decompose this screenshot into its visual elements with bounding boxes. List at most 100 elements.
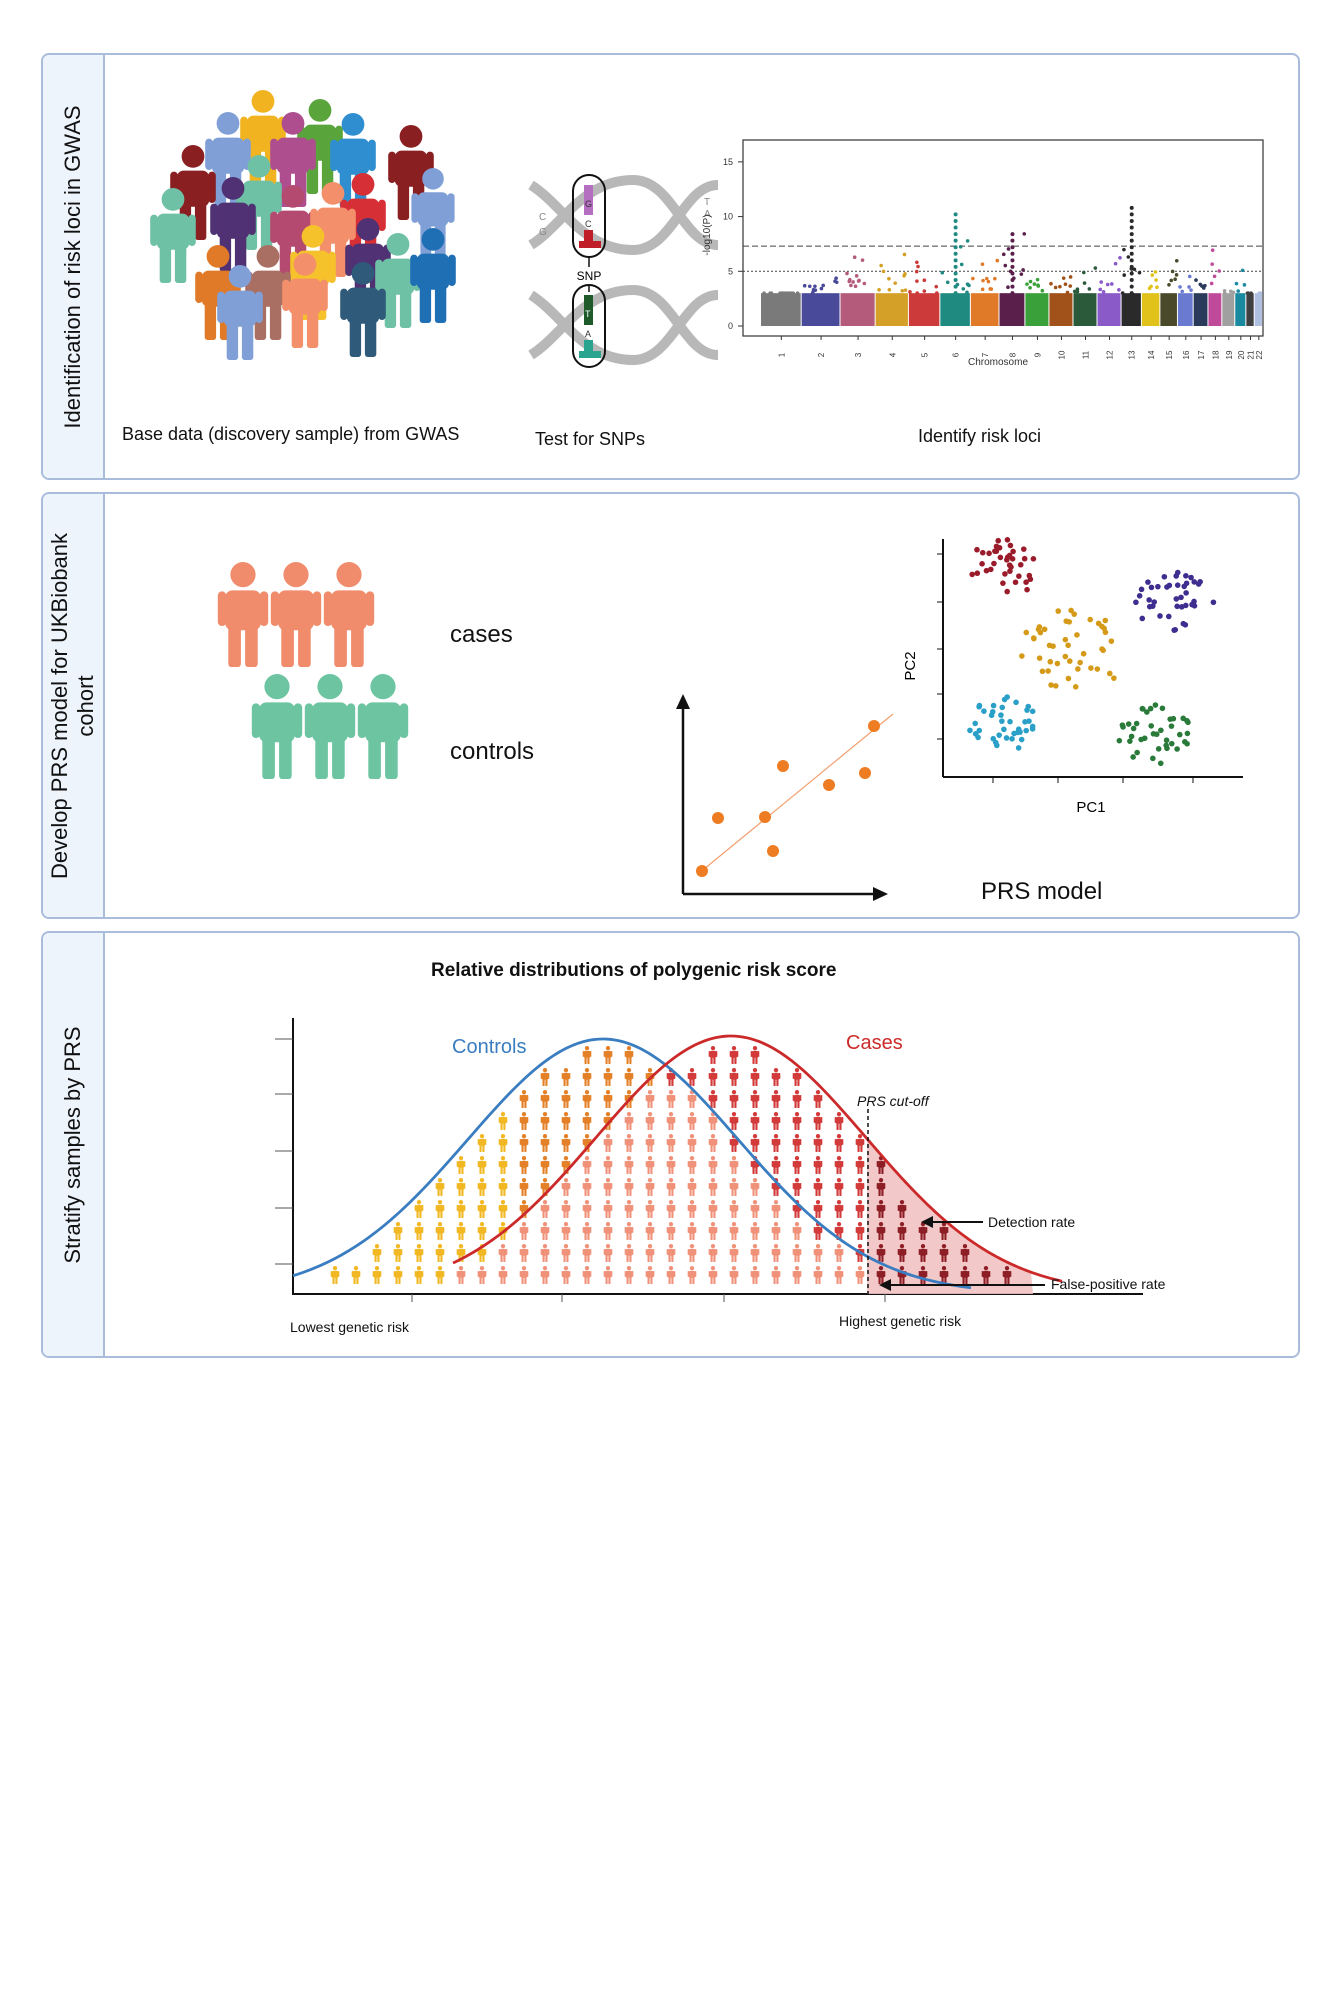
panel-stratify-sidebar: Stratify samples by PRS — [43, 933, 105, 1356]
pca-point — [1021, 555, 1028, 562]
prs-person-icon — [813, 1266, 823, 1284]
pca-point — [1178, 604, 1185, 610]
prs-person-icon — [498, 1244, 508, 1262]
prs-person-icon — [519, 1112, 529, 1130]
prs-person-icon — [771, 1266, 781, 1284]
crowd-person-icon — [217, 265, 263, 360]
manhattan-snp-point — [1113, 261, 1118, 266]
manhattan-ylabel: -log10(P) — [702, 214, 713, 255]
manhattan-snp-point — [1010, 251, 1015, 256]
pca-point — [1148, 584, 1155, 591]
prs-person-icon — [519, 1244, 529, 1262]
pca-point — [1054, 660, 1061, 667]
manhattan-ytick-label: 10 — [723, 212, 733, 222]
manhattan-snp-point — [1249, 291, 1253, 295]
pca-point — [1168, 740, 1175, 747]
prs-person-icon — [750, 1134, 760, 1152]
pca-point — [1001, 726, 1007, 733]
prs-person-icon — [855, 1200, 865, 1218]
manhattan-snp-point — [881, 269, 886, 274]
prs-person-icon — [855, 1156, 865, 1174]
prs-person-icon — [498, 1134, 508, 1152]
prs-person-icon — [960, 1266, 970, 1284]
manhattan-snp-point — [780, 291, 784, 295]
manhattan-snp-point — [1212, 274, 1217, 279]
pca-point — [999, 718, 1005, 724]
manhattan-xtick-label: 12 — [1106, 350, 1115, 359]
pca-point — [1165, 613, 1172, 620]
pca-point — [1163, 737, 1170, 744]
manhattan-snp-point — [1001, 252, 1006, 257]
controls-label: controls — [450, 738, 535, 765]
cases-label: cases — [450, 621, 513, 648]
pca-point — [1016, 573, 1022, 579]
pca-point — [1027, 576, 1034, 583]
pca-point — [1139, 615, 1146, 622]
pca-point — [1077, 659, 1083, 666]
manhattan-snp-point — [1189, 288, 1193, 292]
manhattan-snp-point — [961, 287, 966, 291]
pca-point — [1153, 731, 1160, 738]
manhattan-snp-point — [1129, 258, 1134, 263]
manhattan-snp-point — [940, 270, 945, 275]
regression-point — [859, 767, 871, 779]
manhattan-snp-point — [995, 258, 1000, 263]
pca-point — [1183, 580, 1190, 587]
manhattan-snp-point — [1010, 264, 1015, 269]
manhattan-snp-point — [1028, 286, 1032, 290]
manhattan-snp-point — [1129, 271, 1134, 276]
dna-letter: A — [704, 209, 711, 220]
prs-person-icon — [876, 1244, 886, 1262]
manhattan-snp-point — [1105, 282, 1110, 287]
manhattan-chromosome-block — [940, 293, 970, 326]
prs-person-icon — [750, 1046, 760, 1064]
manhattan-snp-point — [903, 272, 907, 276]
cases-series-label: Cases — [846, 1032, 903, 1054]
manhattan-snp-point — [786, 291, 791, 295]
prs-person-icon — [582, 1046, 592, 1064]
prs-person-icon — [708, 1090, 718, 1108]
manhattan-chromosome-block — [1160, 293, 1177, 326]
manhattan-snp-point — [953, 251, 958, 256]
prs-person-icon — [645, 1266, 655, 1284]
pca-point — [1148, 723, 1155, 729]
prs-person-icon — [708, 1134, 718, 1152]
manhattan-snp-point — [1109, 282, 1114, 286]
prs-person-icon — [792, 1178, 802, 1196]
pca-point — [1062, 653, 1069, 660]
prs-person-icon — [855, 1134, 865, 1152]
pca-point — [1133, 599, 1139, 606]
manhattan-chromosome-block — [1254, 293, 1262, 326]
prs-person-icon — [561, 1090, 571, 1108]
manhattan-xtick-label: 20 — [1237, 350, 1246, 359]
prs-person-icon — [414, 1200, 424, 1218]
manhattan-snp-point — [1087, 287, 1092, 291]
pca-point — [1022, 719, 1028, 725]
manhattan-snp-point — [769, 291, 774, 295]
panel-stratify: Stratify samples by PRS Relative distrib… — [41, 931, 1300, 1358]
prs-person-icon — [582, 1068, 592, 1086]
pca-point — [1062, 636, 1069, 643]
prs-person-icon — [519, 1090, 529, 1108]
pca-xlabel: PC1 — [1076, 799, 1105, 816]
manhattan-snp-point — [1174, 273, 1179, 277]
pca-point — [975, 734, 981, 741]
pca-point — [1048, 682, 1054, 688]
prs-person-icon — [771, 1134, 781, 1152]
pca-point — [1065, 675, 1072, 682]
manhattan-snp-point — [1129, 225, 1134, 230]
pca-point — [1023, 579, 1029, 585]
prs-person-icon — [603, 1156, 613, 1174]
pca-point — [990, 702, 997, 709]
prs-person-icon — [897, 1222, 907, 1240]
prs-person-icon — [897, 1244, 907, 1262]
manhattan-snp-point — [980, 287, 985, 292]
pca-point — [1052, 683, 1059, 689]
pca-point — [1007, 542, 1014, 549]
manhattan-chromosome-block — [1097, 293, 1121, 326]
dna-letter: T — [585, 309, 591, 319]
prs-person-icon — [708, 1200, 718, 1218]
pca-point — [1009, 736, 1015, 742]
panel-gwas-sidebar: Identification of risk loci in GWAS — [43, 55, 105, 478]
pca-point — [1139, 705, 1146, 712]
